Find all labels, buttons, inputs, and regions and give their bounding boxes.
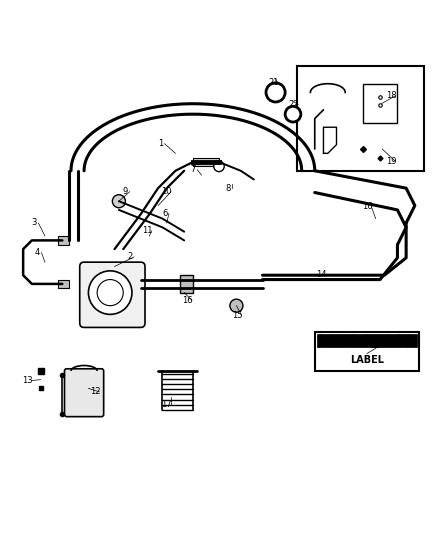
Text: 1: 1	[158, 139, 163, 148]
Text: 13: 13	[22, 376, 33, 385]
Text: 15: 15	[232, 311, 243, 320]
Text: 7: 7	[190, 165, 196, 174]
Text: 17: 17	[162, 400, 172, 409]
Text: 10: 10	[162, 187, 172, 196]
Text: 14: 14	[316, 270, 326, 279]
Text: 20: 20	[371, 341, 381, 350]
Text: 21: 21	[268, 78, 279, 87]
Circle shape	[214, 161, 224, 172]
Text: LABEL: LABEL	[350, 355, 384, 365]
Circle shape	[97, 279, 123, 305]
Text: 6: 6	[162, 209, 167, 218]
Text: 9: 9	[123, 187, 128, 196]
Text: 2: 2	[127, 253, 132, 261]
Circle shape	[266, 83, 285, 102]
Bar	[180, 275, 193, 293]
Circle shape	[285, 107, 301, 122]
Text: 16: 16	[362, 202, 372, 211]
FancyBboxPatch shape	[64, 369, 104, 417]
Text: 22: 22	[289, 100, 299, 109]
Text: 19: 19	[386, 157, 396, 166]
Bar	[193, 158, 219, 166]
FancyBboxPatch shape	[80, 262, 145, 327]
Bar	[317, 334, 417, 347]
Text: 12: 12	[90, 387, 100, 397]
Text: 3: 3	[32, 219, 37, 228]
Bar	[315, 332, 419, 371]
Text: 16: 16	[182, 296, 193, 305]
Text: 4: 4	[35, 248, 40, 257]
Circle shape	[113, 195, 125, 208]
Bar	[58, 279, 69, 288]
Circle shape	[88, 271, 132, 314]
Text: 11: 11	[142, 227, 152, 235]
Text: 8: 8	[225, 184, 230, 192]
Bar	[58, 236, 69, 245]
Bar	[363, 84, 397, 123]
Circle shape	[230, 299, 243, 312]
Bar	[297, 66, 424, 171]
Text: 18: 18	[385, 91, 396, 100]
